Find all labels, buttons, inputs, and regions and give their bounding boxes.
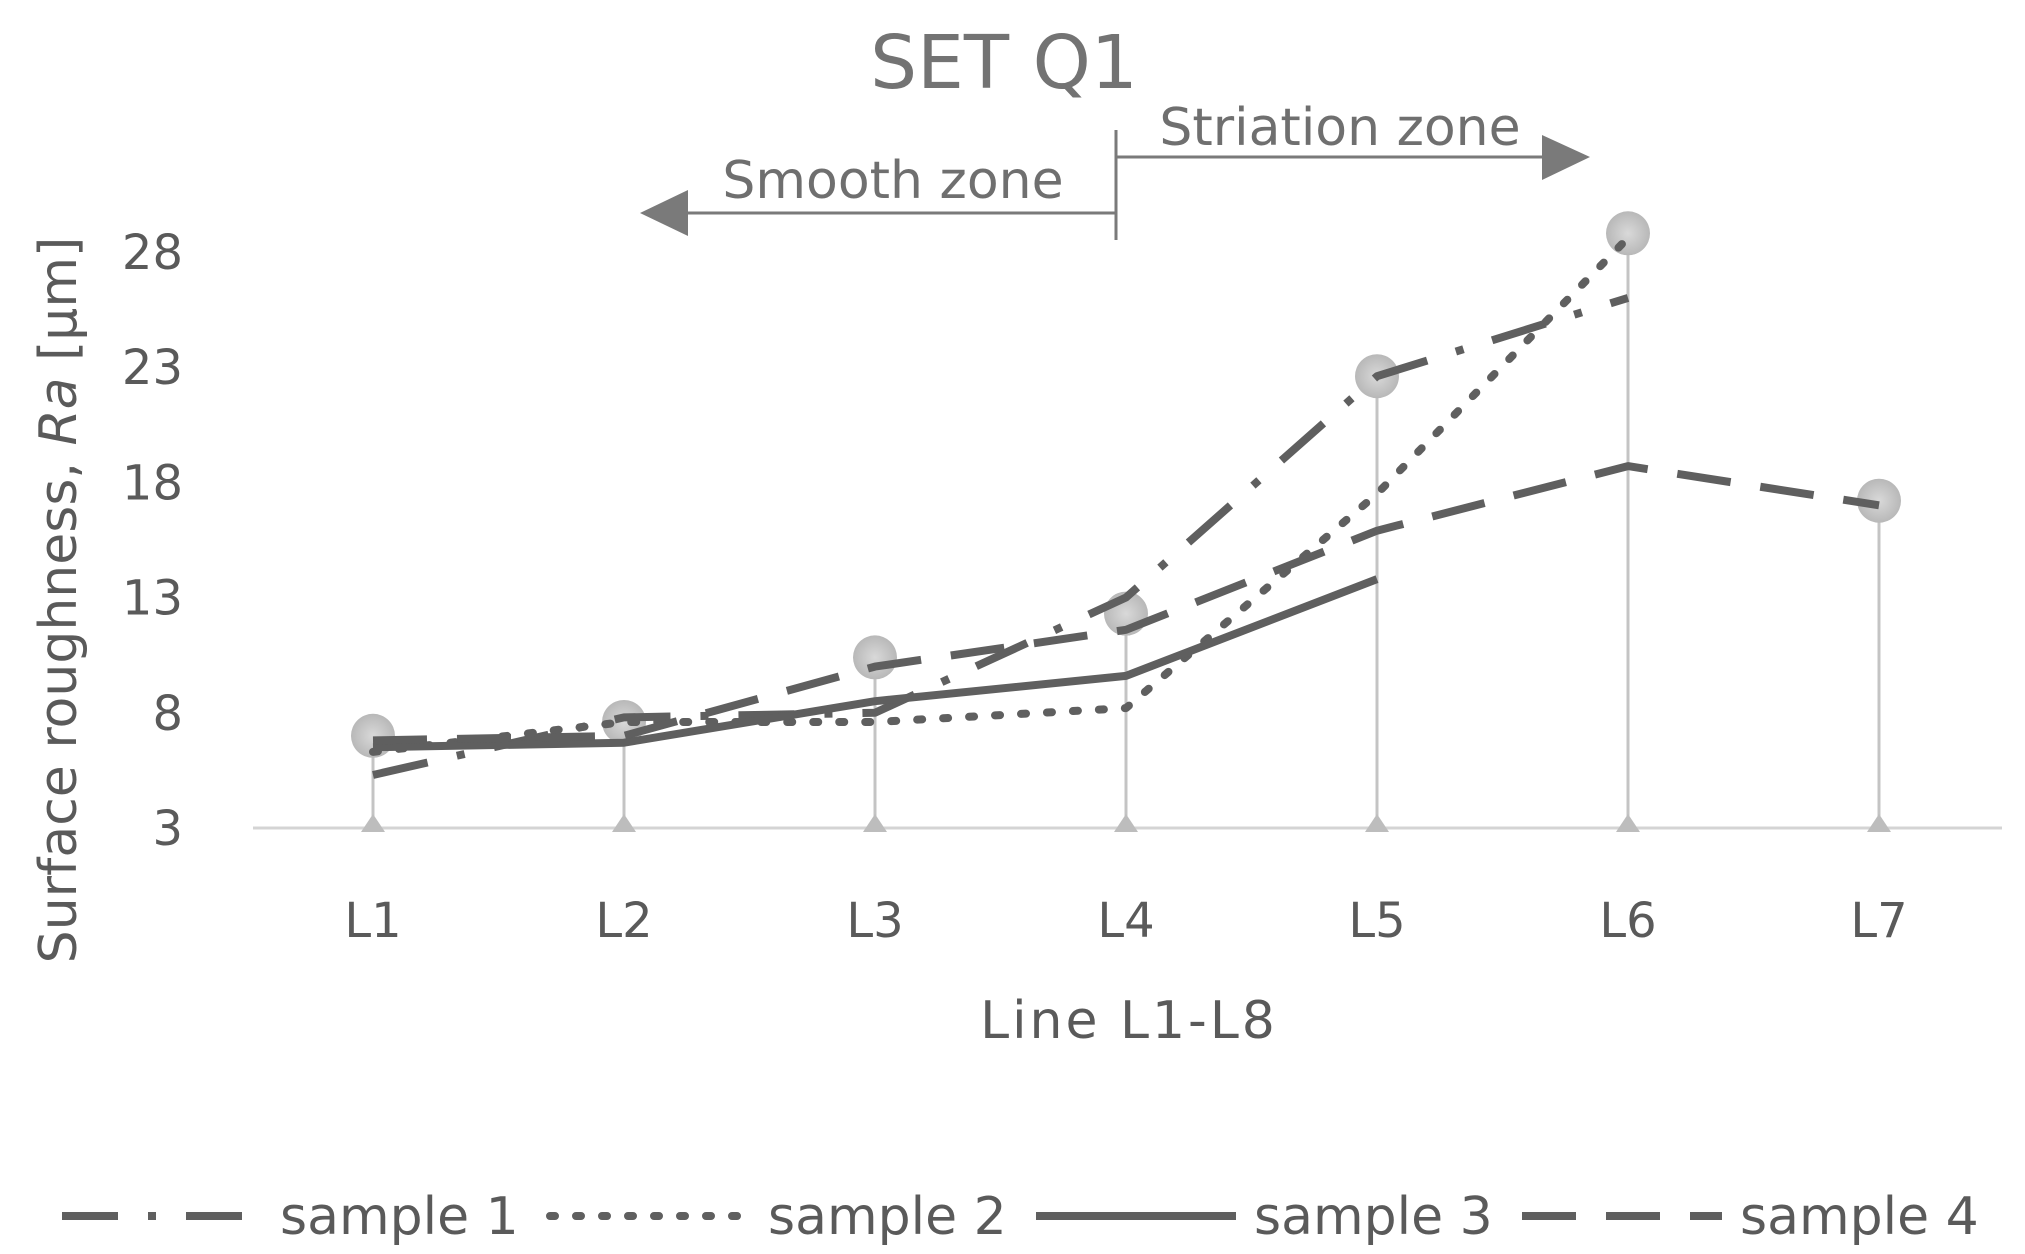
x-tick-label: L7 <box>1850 893 1907 949</box>
y-axis-label: Surface roughness, Ra [µm] <box>29 237 89 964</box>
x-tick-label: L3 <box>846 893 903 949</box>
base-marker <box>612 814 636 832</box>
smooth-zone-arrowhead <box>640 190 688 236</box>
base-marker <box>1616 814 1640 832</box>
y-axis-ticks: 3 8 13 18 23 28 <box>122 225 183 857</box>
x-tick-label: L2 <box>595 893 652 949</box>
x-axis-ticks: L1 L2 L3 L4 L5 L6 L7 <box>344 893 1907 949</box>
series-line-sample-1 <box>372 294 1630 779</box>
base-marker <box>863 814 887 832</box>
data-marker <box>1857 478 1901 523</box>
x-tick-label: L5 <box>1348 893 1405 949</box>
base-marker <box>1867 814 1891 832</box>
legend-label: sample 2 <box>768 1187 1007 1247</box>
y-tick-label: 18 <box>122 455 183 511</box>
y-tick-label: 13 <box>122 571 183 627</box>
legend-label: sample 1 <box>280 1187 519 1247</box>
x-tick-label: L6 <box>1599 893 1656 949</box>
y-tick-label: 28 <box>122 225 183 281</box>
series-line-sample-3 <box>372 575 1379 752</box>
x-tick-label: L1 <box>344 893 401 949</box>
legend-label: sample 4 <box>1740 1187 1979 1247</box>
x-axis-label: Line L1-L8 <box>980 991 1278 1051</box>
y-axis-label-prefix: Surface roughness, <box>29 446 89 964</box>
y-tick-label: 23 <box>122 340 183 396</box>
legend-label: sample 3 <box>1254 1187 1493 1247</box>
data-marker <box>853 635 897 680</box>
x-tick-label: L4 <box>1097 893 1154 949</box>
y-axis-label-italic: Ra <box>29 378 89 446</box>
legend: sample 1 sample 2 sample 3 sample 4 <box>62 1187 1979 1247</box>
y-tick-label: 8 <box>152 686 183 742</box>
data-marker <box>1606 211 1650 256</box>
series-group <box>369 233 1880 779</box>
striation-zone-label: Striation zone <box>1159 98 1520 158</box>
series-line-sample-2 <box>369 233 1632 756</box>
y-tick-label: 3 <box>152 801 183 857</box>
series-line-sample-4 <box>372 462 1880 745</box>
y-axis-label-suffix: [µm] <box>29 237 89 378</box>
smooth-zone-label: Smooth zone <box>722 151 1063 211</box>
chart-title: SET Q1 <box>870 20 1138 106</box>
base-marker <box>361 814 385 832</box>
zone-annotations: Smooth zone Striation zone <box>640 98 1590 240</box>
striation-zone-arrowhead <box>1542 135 1590 180</box>
base-marker <box>1365 814 1389 832</box>
base-marker <box>1114 814 1138 832</box>
